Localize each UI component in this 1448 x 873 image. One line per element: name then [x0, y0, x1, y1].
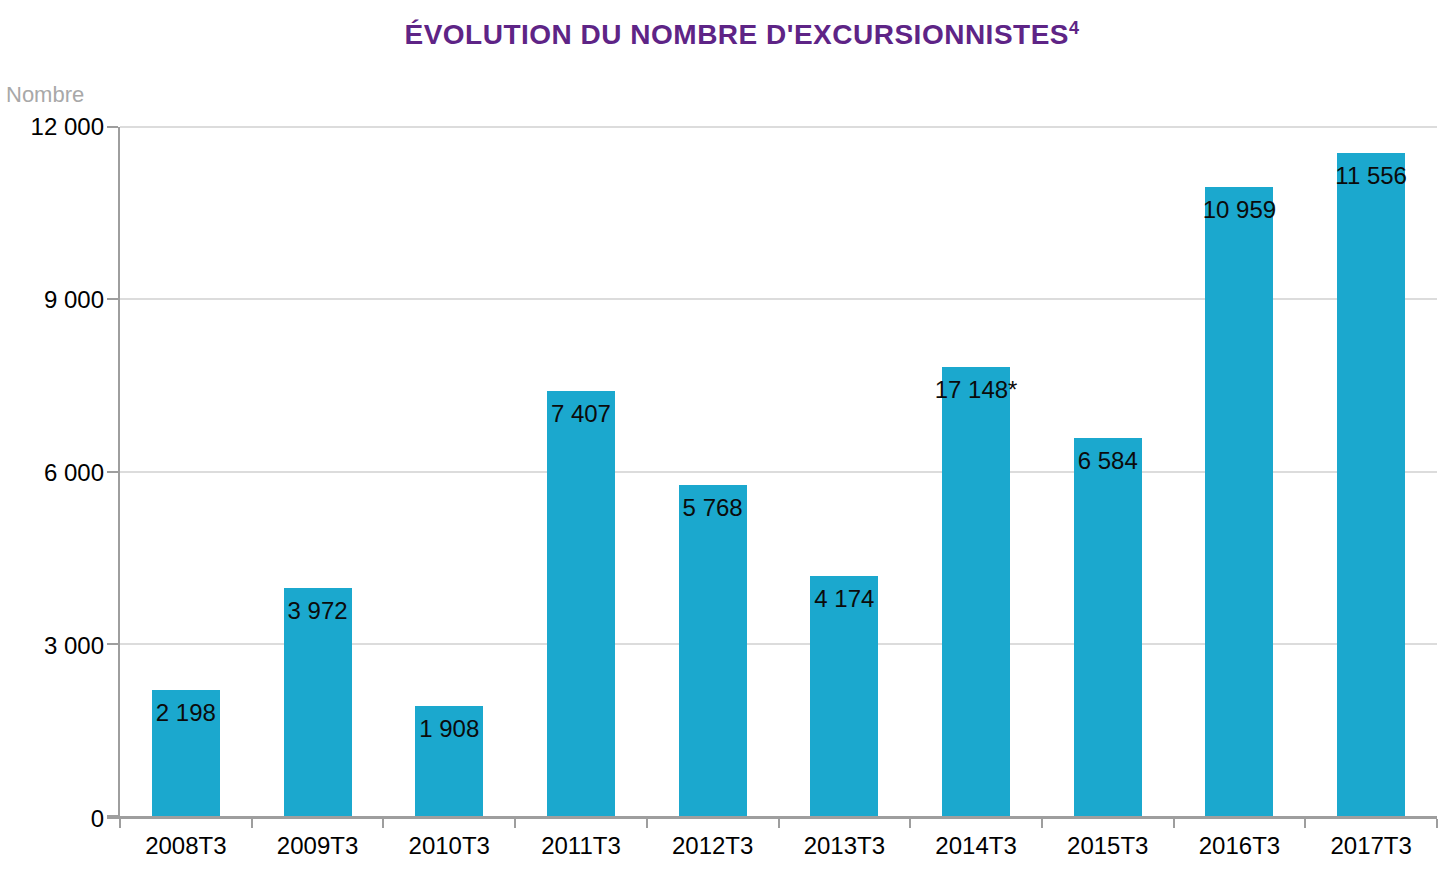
x-tick-label-2012T3: 2012T3	[672, 834, 753, 858]
x-axis-tick	[514, 819, 516, 828]
x-tick-label-2010T3: 2010T3	[409, 834, 490, 858]
x-tick-label-2009T3: 2009T3	[277, 834, 358, 858]
x-tick-label-2015T3: 2015T3	[1067, 834, 1148, 858]
bar-2008T3: 2 198	[152, 690, 220, 816]
bar-value-label-2015T3: 6 584	[1078, 449, 1138, 473]
x-axis-tick	[382, 819, 384, 828]
bar-value-label-2013T3: 4 174	[814, 587, 874, 611]
gridline-12000	[120, 126, 1437, 128]
x-axis-tick	[1041, 819, 1043, 828]
x-axis-tick	[646, 819, 648, 828]
y-axis-tick	[107, 298, 118, 300]
bar-2013T3: 4 174	[810, 576, 878, 816]
bar-2017T3: 11 556	[1337, 153, 1405, 817]
x-tick-label-2014T3: 2014T3	[935, 834, 1016, 858]
x-axis-tick	[119, 819, 121, 828]
bar-value-label-2016T3: 10 959	[1203, 198, 1276, 222]
bar-value-label-2017T3: 11 556	[1335, 164, 1407, 188]
bar-value-label-2010T3: 1 908	[419, 717, 479, 741]
x-tick-label-2016T3: 2016T3	[1199, 834, 1280, 858]
y-axis-tick-labels: 03 0006 0009 00012 000	[0, 127, 104, 819]
x-tick-label-2011T3: 2011T3	[541, 834, 621, 858]
bar-value-label-2008T3: 2 198	[156, 701, 216, 725]
y-axis-tick	[107, 815, 118, 817]
x-axis-tick	[251, 819, 253, 828]
y-axis-tick	[107, 126, 118, 128]
chart-title: ÉVOLUTION DU NOMBRE D'EXCURSIONNISTES4	[0, 18, 1448, 51]
x-axis-tick	[1173, 819, 1175, 828]
chart-title-text: ÉVOLUTION DU NOMBRE D'EXCURSIONNISTES	[404, 19, 1069, 50]
bar-2016T3: 10 959	[1205, 187, 1273, 816]
bar-2009T3: 3 972	[284, 588, 352, 816]
x-tick-label-2017T3: 2017T3	[1330, 834, 1411, 858]
y-axis-tick	[107, 643, 118, 645]
bar-2012T3: 5 768	[679, 485, 747, 816]
bar-value-label-2011T3: 7 407	[551, 402, 611, 426]
bar-value-label-2012T3: 5 768	[683, 496, 743, 520]
y-tick-label-0: 0	[91, 807, 104, 831]
y-axis-title: Nombre	[6, 82, 84, 108]
x-axis-tick	[909, 819, 911, 828]
chart-title-superscript: 4	[1069, 18, 1080, 38]
y-tick-label-6000: 6 000	[44, 461, 104, 485]
bar-2010T3: 1 908	[415, 706, 483, 816]
bar-2015T3: 6 584	[1074, 438, 1142, 816]
x-tick-label-2008T3: 2008T3	[145, 834, 226, 858]
x-tick-label-2013T3: 2013T3	[804, 834, 885, 858]
y-tick-label-3000: 3 000	[44, 634, 104, 658]
x-axis-tick	[1304, 819, 1306, 828]
y-tick-label-12000: 12 000	[31, 115, 104, 139]
y-axis-tick	[107, 471, 118, 473]
bar-2011T3: 7 407	[547, 391, 615, 816]
x-axis-tick	[1436, 819, 1438, 828]
bar-value-label-2009T3: 3 972	[288, 599, 348, 623]
x-axis-tick	[778, 819, 780, 828]
y-tick-label-9000: 9 000	[44, 288, 104, 312]
bar-value-label-2014T3: 17 148*	[935, 378, 1018, 402]
plot-area: 2 1982008T33 9722009T31 9082010T37 40720…	[118, 127, 1437, 819]
bar-2014T3: 17 148*	[942, 367, 1010, 816]
